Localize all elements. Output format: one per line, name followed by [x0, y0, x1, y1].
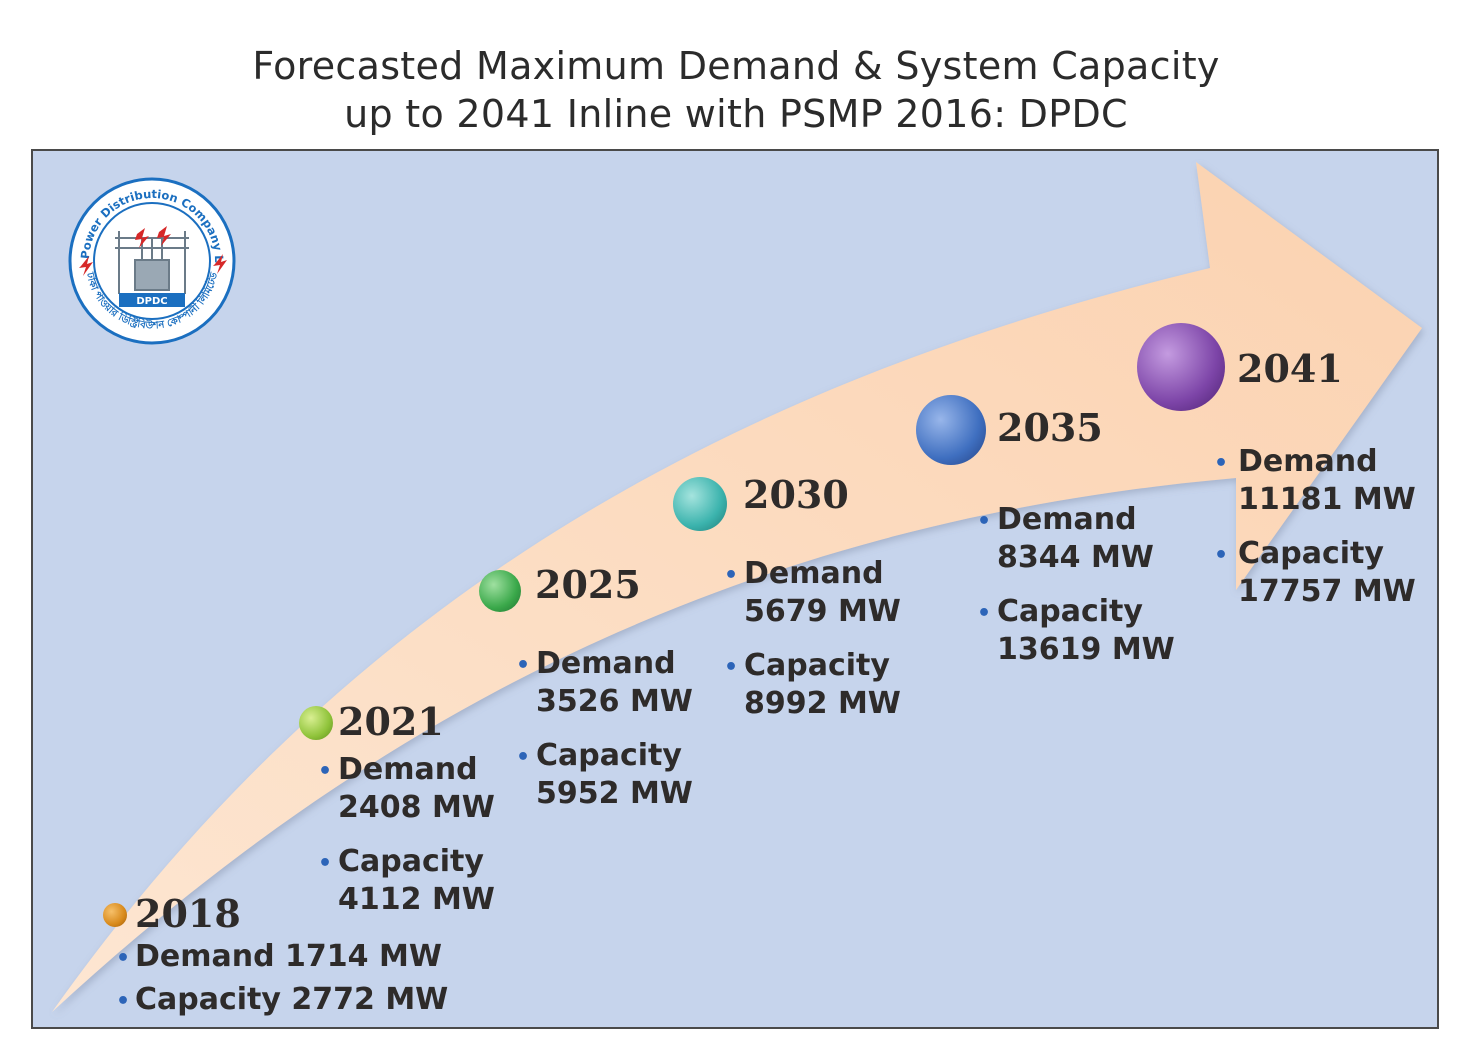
milestone-2021-marker	[299, 706, 333, 740]
bullet-icon: •	[724, 655, 739, 680]
milestone-2035-demand-value: 8344 MW	[997, 540, 1154, 575]
milestone-2018-capacity: Capacity 2772 MW	[135, 982, 449, 1017]
milestone-2030-year: 2030	[743, 472, 849, 517]
bullet-icon: •	[318, 759, 333, 784]
milestone-2030-demand-label: Demand	[744, 556, 884, 591]
bolt-icon	[79, 226, 227, 276]
milestone-2030-demand-value: 5679 MW	[744, 594, 901, 629]
bullet-icon: •	[1214, 451, 1229, 476]
milestone-2035-demand-label: Demand	[997, 502, 1137, 537]
milestone-2025-year: 2025	[535, 562, 641, 607]
logo-badge-text: DPDC	[136, 296, 167, 307]
milestone-2021-capacity-value: 4112 MW	[338, 882, 495, 917]
milestone-2035-year: 2035	[997, 405, 1103, 450]
bullet-icon: •	[516, 745, 531, 770]
milestone-2025-demand-label: Demand	[536, 646, 676, 681]
milestone-2025-marker	[479, 570, 521, 612]
bullet-icon: •	[977, 509, 992, 534]
milestone-2025-demand-value: 3526 MW	[536, 684, 693, 719]
milestone-2025-capacity-label: Capacity	[536, 738, 682, 773]
bullet-icon: •	[977, 601, 992, 626]
milestone-2041-demand-label: Demand	[1238, 444, 1378, 479]
title-line-1: Forecasted Maximum Demand & System Capac…	[252, 44, 1220, 88]
milestone-2035-capacity-label: Capacity	[997, 594, 1143, 629]
milestone-2041-year: 2041	[1237, 346, 1343, 391]
milestone-2030-capacity-label: Capacity	[744, 648, 890, 683]
milestone-2035-marker	[916, 395, 986, 465]
milestone-2018-year: 2018	[135, 891, 241, 936]
milestone-2021-capacity-label: Capacity	[338, 844, 484, 879]
milestone-2035-capacity-value: 13619 MW	[997, 632, 1175, 667]
milestone-2025-capacity-value: 5952 MW	[536, 776, 693, 811]
milestone-2021-demand-label: Demand	[338, 752, 478, 787]
bullet-icon: •	[116, 989, 131, 1014]
milestone-2018-demand: Demand 1714 MW	[135, 939, 442, 974]
transformer-icon	[115, 231, 189, 294]
bullet-icon: •	[516, 653, 531, 678]
milestone-2018-marker	[103, 903, 127, 927]
bullet-icon: •	[1214, 543, 1229, 568]
bullet-icon: •	[318, 851, 333, 876]
dpdc-logo: Dhaka Power Distribution Company Limited…	[67, 176, 236, 345]
milestone-2030-marker	[673, 477, 727, 531]
arrow-shape	[52, 162, 1422, 1012]
title-line-2: up to 2041 Inline with PSMP 2016: DPDC	[344, 92, 1128, 136]
logo-badge	[119, 293, 185, 307]
milestone-2041-capacity-label: Capacity	[1238, 536, 1384, 571]
milestone-2021-demand-value: 2408 MW	[338, 790, 495, 825]
bullet-icon: •	[116, 946, 131, 971]
bullet-icon: •	[724, 563, 739, 588]
milestone-2041-demand-value: 11181 MW	[1238, 482, 1416, 517]
milestone-2041-capacity-value: 17757 MW	[1238, 574, 1416, 609]
milestone-2021-year: 2021	[338, 699, 444, 744]
milestone-2041-marker	[1137, 323, 1225, 411]
milestone-2030-capacity-value: 8992 MW	[744, 686, 901, 721]
